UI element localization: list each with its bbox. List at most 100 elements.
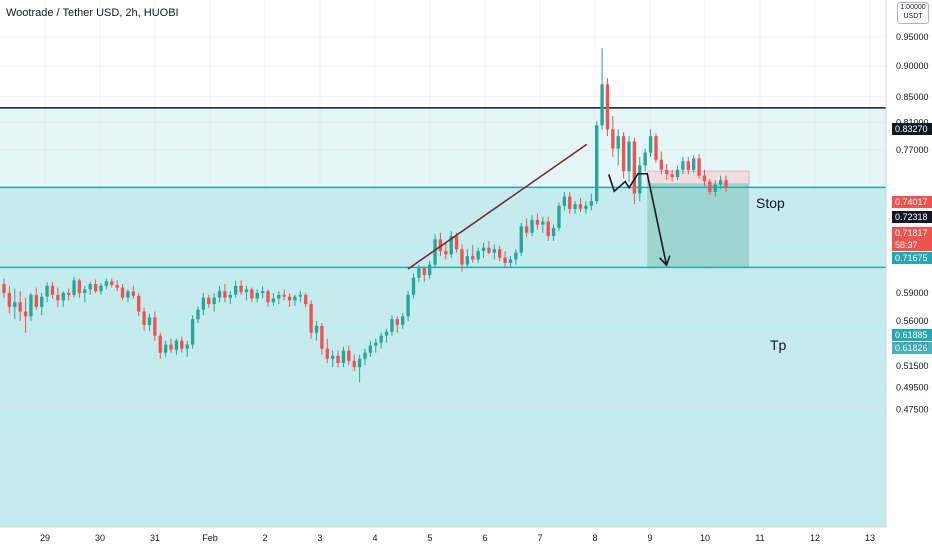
price-tick-label: 0.59000: [896, 288, 929, 298]
candle-body: [50, 285, 55, 295]
candle-body: [665, 169, 669, 175]
candle-body: [670, 174, 674, 178]
candle-body: [697, 158, 701, 176]
candle-body: [314, 325, 319, 333]
candle-body: [2, 283, 6, 294]
candle-body: [422, 268, 426, 276]
candle-body: [190, 319, 195, 345]
candle-body: [406, 294, 410, 317]
time-axis-background: [0, 527, 886, 550]
candle-body: [681, 161, 685, 170]
candle-body: [72, 280, 76, 295]
candle-body: [120, 287, 125, 298]
candle-body: [201, 297, 206, 310]
candle-body: [34, 294, 38, 307]
candle-body: [578, 204, 583, 209]
candle-body: [331, 355, 335, 359]
candle-body: [271, 298, 276, 303]
candle-body: [196, 309, 200, 320]
candle-body: [7, 293, 12, 307]
candle-body: [401, 316, 405, 325]
candle-body: [568, 196, 572, 209]
candle-body: [357, 358, 362, 368]
candle-body: [163, 344, 168, 353]
candle-body: [460, 249, 464, 265]
candle-body: [643, 152, 647, 166]
candle-body: [589, 201, 593, 206]
candle-body: [390, 319, 394, 332]
candle-body: [605, 84, 610, 130]
candle-body: [546, 221, 550, 237]
resistance-price-label: 0.83270: [892, 123, 932, 135]
candle-body: [185, 344, 189, 349]
time-tick-label: 29: [40, 533, 50, 543]
candle-body: [584, 205, 588, 209]
candle-body: [708, 181, 712, 193]
candle-body: [632, 141, 637, 194]
price-tick-label: 0.49500: [896, 382, 929, 392]
price-axis-background: [886, 0, 932, 550]
candle-body: [498, 249, 502, 258]
candle-body: [147, 317, 152, 325]
time-tick-label: 6: [482, 533, 487, 543]
candle-body: [530, 219, 534, 233]
previous-close-label: 0.71675: [892, 252, 932, 264]
candle-body: [384, 331, 389, 336]
candle-body: [131, 291, 135, 296]
candle-body: [476, 250, 480, 260]
projection-path[interactable]: [607, 172, 668, 266]
candle-body: [93, 283, 98, 292]
support-low-price-label: 0.61826: [892, 342, 932, 354]
candle-body: [471, 256, 475, 260]
candle-body: [374, 342, 378, 346]
candle-body: [627, 141, 631, 172]
price-tick-label: 0.85000: [896, 92, 929, 102]
candle-body: [654, 136, 658, 160]
candle-body: [304, 294, 308, 305]
price-tick-label: 0.56000: [896, 316, 929, 326]
last-price-label: 0.71817: [892, 227, 932, 239]
candle-body: [718, 180, 723, 185]
tp-annotation: Tp: [770, 337, 787, 353]
candle-body: [56, 294, 60, 301]
candle-body: [557, 205, 561, 228]
currency-top-value: 1.00000: [900, 4, 926, 11]
candle-body: [686, 161, 690, 170]
candle-body: [487, 247, 491, 253]
candle-body: [454, 236, 459, 250]
time-tick-label: 3: [317, 533, 322, 543]
time-tick-label: 8: [592, 533, 597, 543]
candle-body: [648, 136, 653, 153]
chart-title: Wootrade / Tether USD, 2h, HUOBI: [6, 7, 179, 19]
time-tick-label: 9: [647, 533, 652, 543]
candle-body: [508, 259, 513, 263]
candle-body: [115, 284, 119, 288]
take-profit-zone[interactable]: [647, 183, 749, 268]
candle-body: [126, 291, 130, 298]
candle-body: [158, 335, 162, 353]
time-tick-label: 13: [865, 533, 875, 543]
candle-body: [309, 304, 313, 333]
candle-body: [616, 136, 620, 149]
time-tick-label: 11: [755, 533, 764, 543]
candle-body: [217, 291, 222, 298]
candle-body: [638, 165, 642, 194]
candle-body: [88, 283, 92, 290]
candle-body: [724, 180, 728, 188]
stop-annotation: Stop: [756, 195, 785, 211]
currency-selector[interactable]: 1.00000 USDT: [897, 2, 929, 24]
candle-body: [692, 158, 696, 170]
candle-body: [379, 335, 383, 343]
grid-lines: [0, 0, 886, 527]
candle-body: [352, 360, 356, 368]
candle-body: [40, 296, 44, 307]
candle-body: [444, 250, 448, 255]
candle-body: [61, 293, 65, 301]
candle-body: [250, 289, 254, 299]
candle-body: [713, 184, 717, 193]
entry-price-label: 0.72318: [892, 211, 932, 223]
support-price-label: 0.61885: [892, 329, 932, 341]
price-tick-label: 0.51500: [896, 361, 929, 371]
trendline[interactable]: [407, 143, 588, 270]
